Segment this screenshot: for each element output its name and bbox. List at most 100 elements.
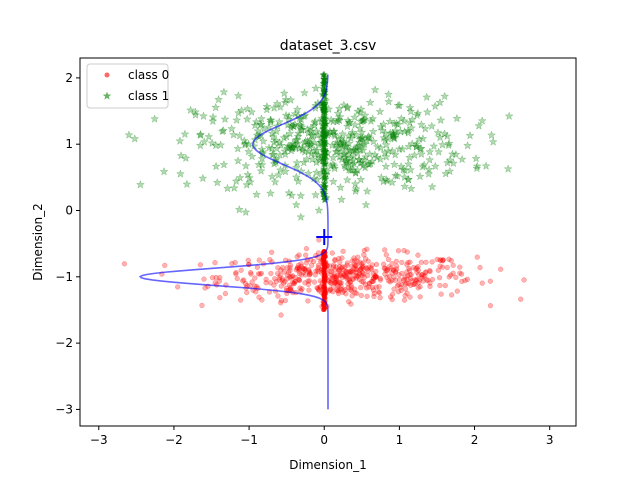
data-point — [276, 277, 283, 283]
data-point — [409, 278, 415, 284]
data-point — [311, 279, 318, 285]
data-point — [362, 186, 372, 196]
data-point — [326, 161, 336, 170]
data-point — [197, 262, 204, 268]
data-point — [393, 266, 400, 272]
data-point — [355, 273, 361, 280]
data-point — [301, 136, 311, 146]
data-point — [305, 298, 311, 304]
data-point — [338, 265, 344, 271]
data-point — [348, 146, 358, 155]
data-point — [328, 116, 338, 126]
data-point — [437, 257, 443, 263]
data-point — [419, 272, 425, 278]
data-point — [383, 146, 393, 155]
data-point — [326, 115, 336, 124]
data-point — [242, 114, 252, 124]
data-point — [300, 110, 310, 120]
data-point — [487, 278, 493, 284]
data-point — [368, 265, 374, 271]
data-point — [427, 182, 437, 191]
data-point — [395, 100, 405, 110]
data-point — [361, 200, 371, 209]
data-point — [291, 200, 301, 209]
data-point — [372, 142, 382, 151]
data-point — [338, 136, 348, 146]
data-point — [416, 143, 426, 153]
data-point — [302, 124, 312, 134]
data-point — [389, 134, 399, 143]
data-point — [425, 147, 435, 156]
data-point — [415, 252, 421, 258]
data-point — [202, 285, 208, 291]
x-tick-label: −3 — [90, 433, 108, 447]
data-point — [403, 128, 413, 137]
data-point — [360, 163, 370, 172]
data-point — [405, 280, 412, 287]
data-point — [357, 116, 367, 125]
data-point — [376, 143, 386, 152]
data-point — [340, 248, 346, 254]
projected-point — [320, 88, 329, 96]
x-tick-label: 1 — [396, 433, 404, 447]
data-point — [348, 268, 354, 275]
x-axis: −3 −2 −1 0 1 2 3 — [90, 426, 554, 447]
data-point — [422, 107, 432, 116]
projected-point — [320, 107, 328, 115]
data-point — [414, 276, 420, 283]
projected-point — [320, 77, 329, 85]
data-point — [352, 165, 362, 175]
data-point — [408, 282, 414, 288]
data-point — [347, 127, 357, 137]
data-point — [444, 264, 450, 271]
x-axis-label: Dimension_1 — [289, 458, 366, 472]
data-point — [244, 139, 254, 149]
data-point — [234, 108, 244, 117]
data-point — [434, 147, 444, 156]
data-point — [354, 273, 360, 279]
data-point — [272, 276, 278, 282]
data-point — [237, 105, 247, 115]
data-point — [335, 182, 345, 192]
data-point — [422, 269, 428, 276]
data-point — [439, 258, 446, 264]
data-point — [413, 108, 423, 118]
data-point — [349, 276, 356, 282]
data-point — [296, 191, 306, 200]
projected-point — [321, 95, 329, 103]
data-point — [303, 260, 310, 266]
data-point — [439, 129, 449, 138]
data-point — [269, 249, 275, 255]
data-point — [393, 263, 400, 269]
data-point — [457, 264, 463, 270]
data-point — [328, 176, 338, 186]
data-point — [211, 102, 221, 112]
data-point — [396, 114, 406, 123]
data-point — [380, 148, 390, 157]
data-point — [387, 146, 397, 155]
data-point — [335, 152, 345, 161]
data-point — [418, 162, 428, 171]
data-point — [297, 125, 307, 134]
data-point — [300, 138, 310, 147]
data-point — [344, 276, 350, 282]
data-point — [358, 140, 368, 150]
data-point — [312, 145, 322, 155]
data-point — [347, 160, 357, 169]
data-point — [275, 165, 285, 175]
y-tick-label: 1 — [65, 137, 73, 151]
data-point — [341, 272, 347, 279]
data-point — [383, 134, 393, 143]
data-point — [342, 121, 352, 131]
data-point — [390, 267, 397, 274]
data-point — [256, 119, 266, 129]
data-point — [389, 132, 399, 142]
data-point — [407, 259, 413, 265]
data-point — [365, 97, 375, 107]
data-point — [328, 280, 334, 286]
data-point — [299, 88, 309, 97]
data-point — [382, 247, 388, 253]
data-point — [312, 272, 318, 278]
data-point — [284, 111, 294, 121]
data-point — [294, 265, 301, 271]
